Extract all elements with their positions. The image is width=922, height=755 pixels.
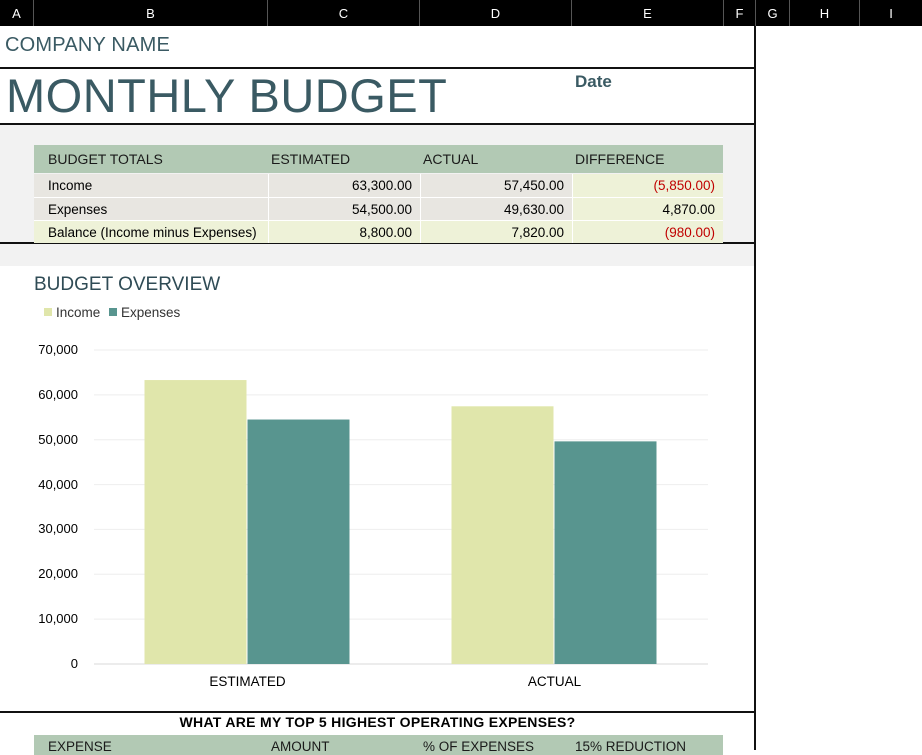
bar-expenses-estimated[interactable]	[247, 419, 350, 664]
table-row-label[interactable]: Expenses	[34, 197, 268, 220]
top5-title: WHAT ARE MY TOP 5 HIGHEST OPERATING EXPE…	[179, 714, 576, 730]
chart-top-band	[0, 244, 755, 266]
y-tick-label: 70,000	[38, 342, 78, 357]
column-header-g[interactable]: G	[756, 0, 790, 26]
top5-header-expense[interactable]: EXPENSE	[48, 739, 112, 754]
legend-label-income: Income	[56, 305, 101, 320]
x-tick-label: ESTIMATED	[209, 674, 286, 689]
column-header-f[interactable]: F	[724, 0, 756, 26]
bar-income-actual[interactable]	[451, 406, 554, 664]
bar-income-estimated[interactable]	[144, 380, 247, 664]
company-name[interactable]: COMPANY NAME	[5, 34, 171, 56]
top5-header-reduction[interactable]: 15% REDUCTION	[575, 739, 687, 754]
table-row-label[interactable]: Income	[34, 174, 268, 197]
table-cell-actual[interactable]: 7,820.00	[420, 220, 572, 243]
table-cell-actual[interactable]: 57,450.00	[420, 174, 572, 197]
totals-header-label[interactable]: BUDGET TOTALS	[34, 145, 268, 173]
column-header-c[interactable]: C	[268, 0, 420, 26]
column-header-i[interactable]: I	[889, 6, 893, 21]
legend-swatch-income	[44, 308, 52, 316]
page-title[interactable]: MONTHLY BUDGET	[6, 69, 448, 122]
totals-header-estimated[interactable]: ESTIMATED	[268, 145, 420, 173]
y-tick-label: 50,000	[38, 431, 78, 447]
y-tick-label: 20,000	[38, 566, 78, 582]
x-tick-label: ACTUAL	[527, 674, 582, 689]
table-cell-estimated[interactable]: 8,800.00	[268, 220, 420, 243]
totals-header-actual[interactable]: ACTUAL	[420, 145, 572, 173]
table-cell-estimated[interactable]: 54,500.00	[268, 197, 420, 220]
table-cell-estimated[interactable]: 63,300.00	[268, 174, 420, 197]
column-header-b[interactable]: B	[34, 0, 268, 26]
column-header-bar: A B C D E F G H I	[0, 0, 922, 26]
y-tick-label: 40,000	[38, 476, 78, 492]
divider-line	[0, 67, 756, 69]
bar-expenses-actual[interactable]	[554, 441, 657, 664]
legend-item-income: Income	[44, 305, 100, 320]
table-cell-actual[interactable]: 49,630.00	[420, 197, 572, 220]
table-cell-difference[interactable]: 4,870.00	[572, 197, 723, 220]
table-row-label[interactable]: Balance (Income minus Expenses)	[34, 220, 268, 243]
column-header-d[interactable]: D	[420, 0, 572, 26]
y-tick-label: 0	[70, 656, 78, 671]
column-header-h[interactable]: H	[790, 0, 860, 26]
legend-item-expenses: Expenses	[109, 305, 180, 320]
divider-line	[0, 711, 756, 713]
top5-header-percent[interactable]: % OF EXPENSES	[423, 739, 535, 754]
y-tick-label: 10,000	[38, 611, 78, 627]
divider-line	[0, 123, 756, 125]
totals-header-difference[interactable]: DIFFERENCE	[572, 145, 723, 173]
table-cell-difference[interactable]: (5,850.00)	[572, 174, 723, 197]
table-cell-difference[interactable]: (980.00)	[572, 220, 723, 243]
legend-label-expenses: Expenses	[121, 305, 181, 320]
column-header-e[interactable]: E	[572, 0, 724, 26]
column-header-a[interactable]: A	[0, 0, 34, 26]
legend-swatch-expenses	[109, 308, 117, 316]
budget-overview-chart[interactable]	[0, 0, 756, 711]
chart-title: BUDGET OVERVIEW	[34, 274, 221, 295]
top5-header-amount[interactable]: AMOUNT	[271, 739, 330, 754]
y-tick-label: 60,000	[38, 386, 78, 402]
divider-line	[0, 242, 756, 244]
y-tick-label: 30,000	[38, 521, 78, 537]
print-area-right-border	[754, 26, 756, 750]
date-label[interactable]: Date	[575, 72, 612, 91]
